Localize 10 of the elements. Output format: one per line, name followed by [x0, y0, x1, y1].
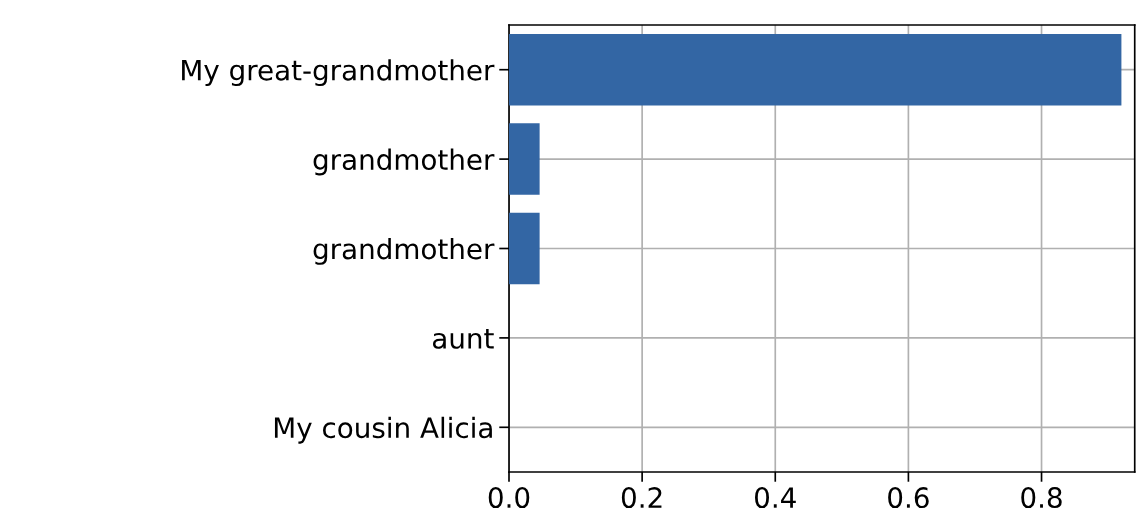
x-tick-label: 0.0	[488, 487, 530, 509]
y-tick-label: grandmother	[313, 148, 495, 176]
x-tick-label: 0.4	[755, 487, 796, 509]
x-tick-label: 0.8	[1021, 487, 1062, 509]
y-tick-label: My cousin Alicia	[274, 416, 492, 444]
y-tick-label: grandmother	[313, 237, 495, 265]
x-tick-label: 0.2	[621, 487, 662, 509]
y-tick-label: aunt	[432, 328, 494, 349]
y-tick-label: My great-grandmother	[182, 59, 495, 87]
x-tick-label: 0.6	[888, 487, 929, 509]
